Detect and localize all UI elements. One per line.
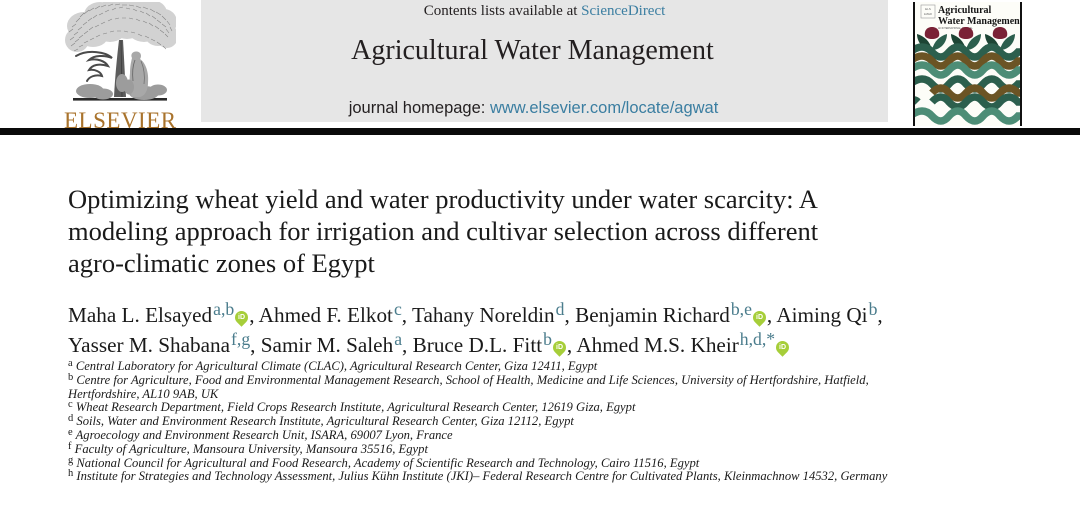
- svg-text:ELS: ELS: [925, 7, 931, 11]
- svg-text:EVIER: EVIER: [924, 12, 932, 16]
- svg-text:Water Management: Water Management: [938, 16, 1020, 27]
- svg-text:Agricultural: Agricultural: [938, 5, 992, 16]
